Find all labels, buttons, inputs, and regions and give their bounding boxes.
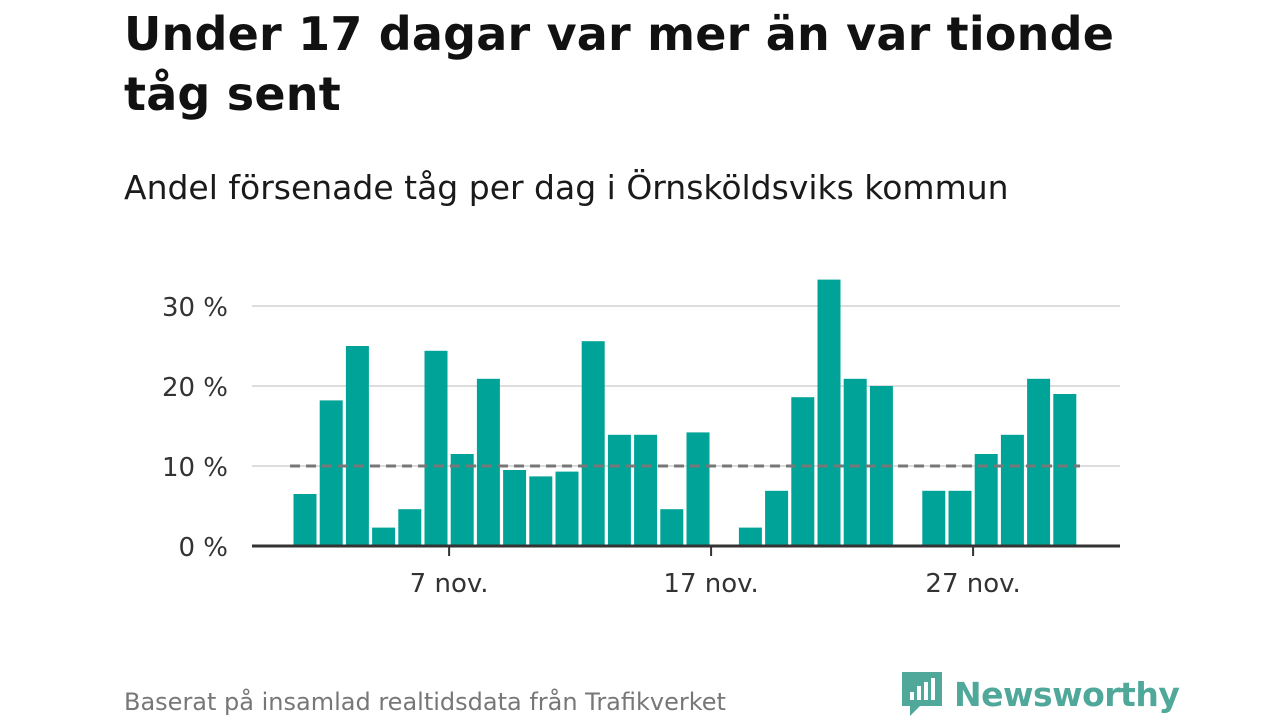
bar-chart: 0 % 10 % 20 % 30 % 7 nov. 17 nov. 27 nov. [162, 279, 1120, 599]
bar-day-19 [765, 490, 789, 546]
x-tick-label-17: 17 nov. [663, 569, 758, 599]
bar-day-4 [372, 527, 396, 546]
bar-day-26 [948, 490, 972, 546]
y-tick-label-0: 0 % [178, 533, 228, 563]
bar-day-23 [869, 386, 893, 546]
grid-lines [252, 305, 1120, 467]
bar-day-30 [1053, 394, 1077, 546]
bars [293, 279, 1077, 546]
bar-day-29 [1027, 378, 1051, 546]
bar-day-21 [817, 279, 841, 546]
bar-day-22 [843, 378, 867, 546]
newsworthy-logo-icon [902, 672, 942, 716]
bar-day-5 [398, 509, 422, 546]
x-tick-label-7: 7 nov. [410, 569, 489, 599]
bar-day-6 [424, 350, 448, 546]
bar-day-20 [791, 397, 815, 546]
x-tick-labels: 7 nov. 17 nov. 27 nov. [410, 569, 1021, 599]
brand-name: Newsworthy [954, 674, 1180, 714]
bar-day-2 [319, 400, 343, 546]
y-tick-label-20: 20 % [162, 373, 228, 403]
bar-day-13 [607, 434, 631, 546]
chart-title: Under 17 dagar var mer än var tionde tåg… [124, 7, 1115, 121]
bar-day-9 [503, 470, 527, 546]
y-tick-label-30: 30 % [162, 293, 228, 323]
bar-day-1 [293, 494, 317, 546]
bar-day-14 [634, 434, 658, 546]
bar-day-12 [581, 341, 605, 546]
bar-day-16 [686, 432, 710, 546]
brand-logo: Newsworthy [900, 670, 1180, 718]
x-axis [252, 544, 1120, 556]
x-tick-label-27: 27 nov. [925, 569, 1020, 599]
bar-day-25 [922, 490, 946, 546]
bar-day-18 [738, 527, 762, 546]
bar-day-28 [1000, 434, 1024, 546]
bar-day-3 [345, 346, 369, 546]
source-note: Baserat på insamlad realtidsdata från Tr… [124, 688, 726, 716]
bar-day-10 [529, 476, 553, 546]
y-tick-label-10: 10 % [162, 453, 228, 483]
chart-subtitle: Andel försenade tåg per dag i Örnsköldsv… [124, 168, 1009, 207]
y-tick-labels: 0 % 10 % 20 % 30 % [162, 293, 228, 563]
bar-day-27 [974, 454, 998, 546]
bar-day-15 [660, 509, 684, 546]
bar-day-11 [555, 471, 579, 546]
bar-day-8 [476, 378, 500, 546]
bar-day-7 [450, 454, 474, 546]
